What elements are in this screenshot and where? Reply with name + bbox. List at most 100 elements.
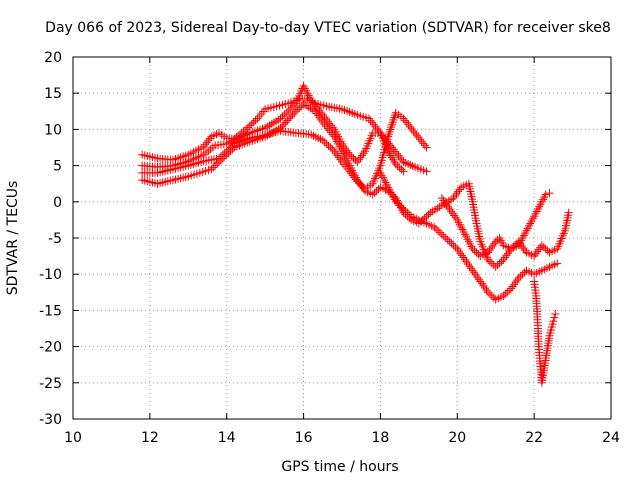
- data-point: [364, 114, 373, 123]
- data-point: [520, 268, 529, 277]
- data-point: [389, 145, 398, 154]
- data-point: [368, 190, 377, 199]
- data-point: [295, 103, 304, 112]
- data-point: [218, 154, 227, 163]
- data-point: [283, 116, 292, 125]
- data-point: [373, 124, 382, 133]
- data-point: [491, 262, 500, 271]
- data-point: [276, 123, 285, 132]
- data-point: [393, 199, 402, 208]
- data-point: [320, 138, 329, 147]
- data-point: [439, 232, 448, 241]
- data-point: [441, 234, 450, 242]
- data-point: [401, 206, 410, 215]
- y-tick-label: 20: [44, 50, 62, 66]
- data-point: [276, 114, 285, 123]
- data-point: [514, 273, 523, 282]
- data-point: [419, 139, 428, 148]
- data-point: [412, 131, 421, 140]
- data-point: [249, 118, 258, 127]
- data-point: [368, 118, 377, 127]
- data-point: [430, 223, 439, 232]
- data-point: [447, 239, 456, 248]
- data-point: [278, 122, 287, 131]
- data-point: [449, 241, 458, 250]
- x-tick-label: 18: [372, 430, 390, 446]
- data-point: [289, 101, 298, 110]
- data-point: [399, 205, 408, 214]
- data-point: [470, 246, 479, 255]
- data-point: [347, 152, 356, 161]
- data-point: [485, 290, 494, 299]
- data-point: [327, 128, 336, 137]
- data-point: [420, 141, 429, 150]
- data-point: [328, 130, 337, 139]
- data-point: [370, 188, 379, 197]
- data-point: [386, 141, 395, 150]
- data-point: [397, 203, 406, 212]
- data-point: [201, 140, 210, 149]
- data-point: [487, 291, 496, 300]
- data-point: [216, 156, 225, 165]
- data-point: [290, 109, 299, 118]
- data-point: [472, 248, 481, 257]
- x-axis-label: GPS time / hours: [281, 459, 398, 475]
- data-point: [199, 142, 208, 151]
- data-point: [391, 160, 400, 169]
- data-point: [550, 313, 559, 322]
- data-point: [545, 189, 554, 198]
- data-point: [434, 226, 443, 235]
- data-point: [286, 105, 295, 114]
- data-point: [322, 139, 331, 148]
- data-point: [484, 288, 493, 297]
- data-point: [312, 102, 321, 111]
- data-point: [366, 116, 375, 125]
- data-point: [396, 153, 405, 162]
- data-point: [288, 111, 297, 119]
- data-point: [291, 107, 300, 116]
- data-point: [541, 190, 550, 199]
- x-tick-label: 14: [218, 430, 236, 446]
- data-point: [493, 235, 502, 244]
- data-point: [349, 154, 358, 163]
- data-point: [474, 250, 483, 259]
- data-point: [422, 143, 431, 152]
- data-point: [551, 310, 560, 319]
- data-point: [503, 288, 512, 297]
- data-point: [202, 138, 211, 147]
- data-point: [397, 165, 406, 174]
- data-point: [293, 105, 302, 114]
- data-point: [537, 241, 546, 250]
- data-point: [282, 108, 291, 117]
- x-tick-label: 10: [64, 430, 82, 446]
- data-point: [451, 243, 460, 252]
- data-point: [539, 243, 548, 252]
- plot-frame: [72, 56, 612, 420]
- data-point: [432, 224, 441, 233]
- data-point: [323, 124, 332, 133]
- data-point: [326, 143, 335, 152]
- data-point: [226, 147, 235, 156]
- data-point: [213, 159, 222, 168]
- y-axis-label: SDTVAR / TECUs: [5, 181, 21, 296]
- data-point: [395, 163, 404, 172]
- data-point: [505, 286, 514, 295]
- y-tick-label: 0: [53, 195, 62, 211]
- data-point: [279, 120, 288, 129]
- x-tick-label: 24: [602, 430, 620, 446]
- data-point: [491, 237, 500, 246]
- data-point: [485, 257, 494, 266]
- data-point: [280, 110, 289, 119]
- data-point: [345, 150, 354, 159]
- data-point: [284, 106, 293, 115]
- tick-layer: 10 12 14 16 18 20 22 24 -30 -25 -20 -15 -10 -5 0 5 10 15 2…: [39, 50, 620, 446]
- data-point: [379, 133, 388, 142]
- data-point: [207, 165, 216, 174]
- data-point: [374, 126, 383, 135]
- data-point: [445, 237, 454, 246]
- data-point: [415, 135, 424, 144]
- data-point: [247, 119, 256, 128]
- data-point: [325, 126, 334, 135]
- data-point: [401, 116, 410, 125]
